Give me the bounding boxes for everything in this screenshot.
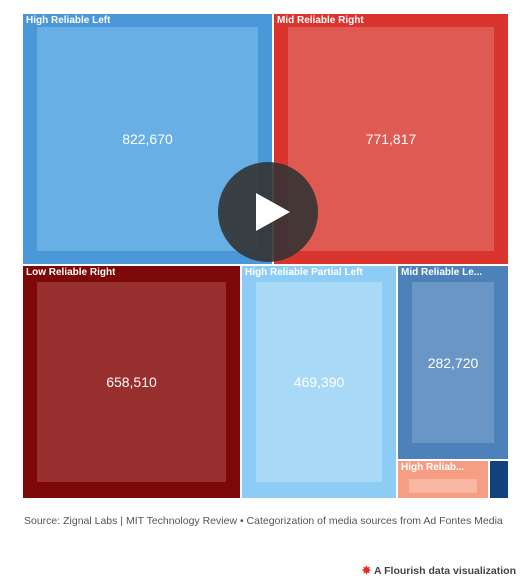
treemap-tile-inner bbox=[37, 282, 226, 482]
tile-value: 282,720 bbox=[427, 354, 479, 371]
treemap-tile[interactable]: High Reliab... bbox=[397, 460, 489, 499]
treemap-tile-inner bbox=[490, 461, 508, 498]
flourish-logo-icon: ✸ bbox=[361, 565, 372, 577]
treemap-tile-inner bbox=[409, 479, 477, 493]
tile-label: High Reliable Left bbox=[26, 15, 111, 26]
treemap-chart: High Reliable Left 822,670 Mid Reliable Ri… bbox=[22, 13, 509, 499]
flourish-credit-text: A Flourish data visualization bbox=[374, 565, 516, 577]
treemap-tile[interactable] bbox=[489, 460, 509, 499]
play-icon bbox=[256, 193, 290, 231]
flourish-credit-link[interactable]: ✸ A Flourish data visualization bbox=[362, 564, 516, 577]
treemap-tile-inner bbox=[412, 282, 494, 443]
tile-label: High Reliable Partial Left bbox=[245, 267, 363, 278]
tile-label: Mid Reliable Right bbox=[277, 15, 364, 26]
treemap-tile-inner bbox=[256, 282, 382, 482]
treemap-tile[interactable]: High Reliable Left 822,670 bbox=[22, 13, 273, 265]
tile-value: 469,390 bbox=[293, 374, 345, 390]
tile-label: Low Reliable Right bbox=[26, 267, 116, 278]
treemap-tile[interactable]: Low Reliable Right 658,510 bbox=[22, 265, 241, 499]
source-note: Source: Zignal Labs | MIT Technology Rev… bbox=[24, 515, 503, 527]
treemap-tile-inner bbox=[288, 27, 494, 251]
treemap-tile[interactable]: High Reliable Partial Left 469,390 bbox=[241, 265, 397, 499]
tile-value: 658,510 bbox=[106, 374, 157, 390]
treemap-tile[interactable]: Mid Reliable Le... 282,720 bbox=[397, 265, 509, 460]
play-button[interactable] bbox=[218, 162, 318, 262]
tile-value: 771,817 bbox=[365, 131, 417, 147]
tile-label: High Reliab... bbox=[401, 462, 465, 473]
tile-label: Mid Reliable Le... bbox=[401, 267, 483, 278]
tile-value: 822,670 bbox=[122, 131, 173, 147]
